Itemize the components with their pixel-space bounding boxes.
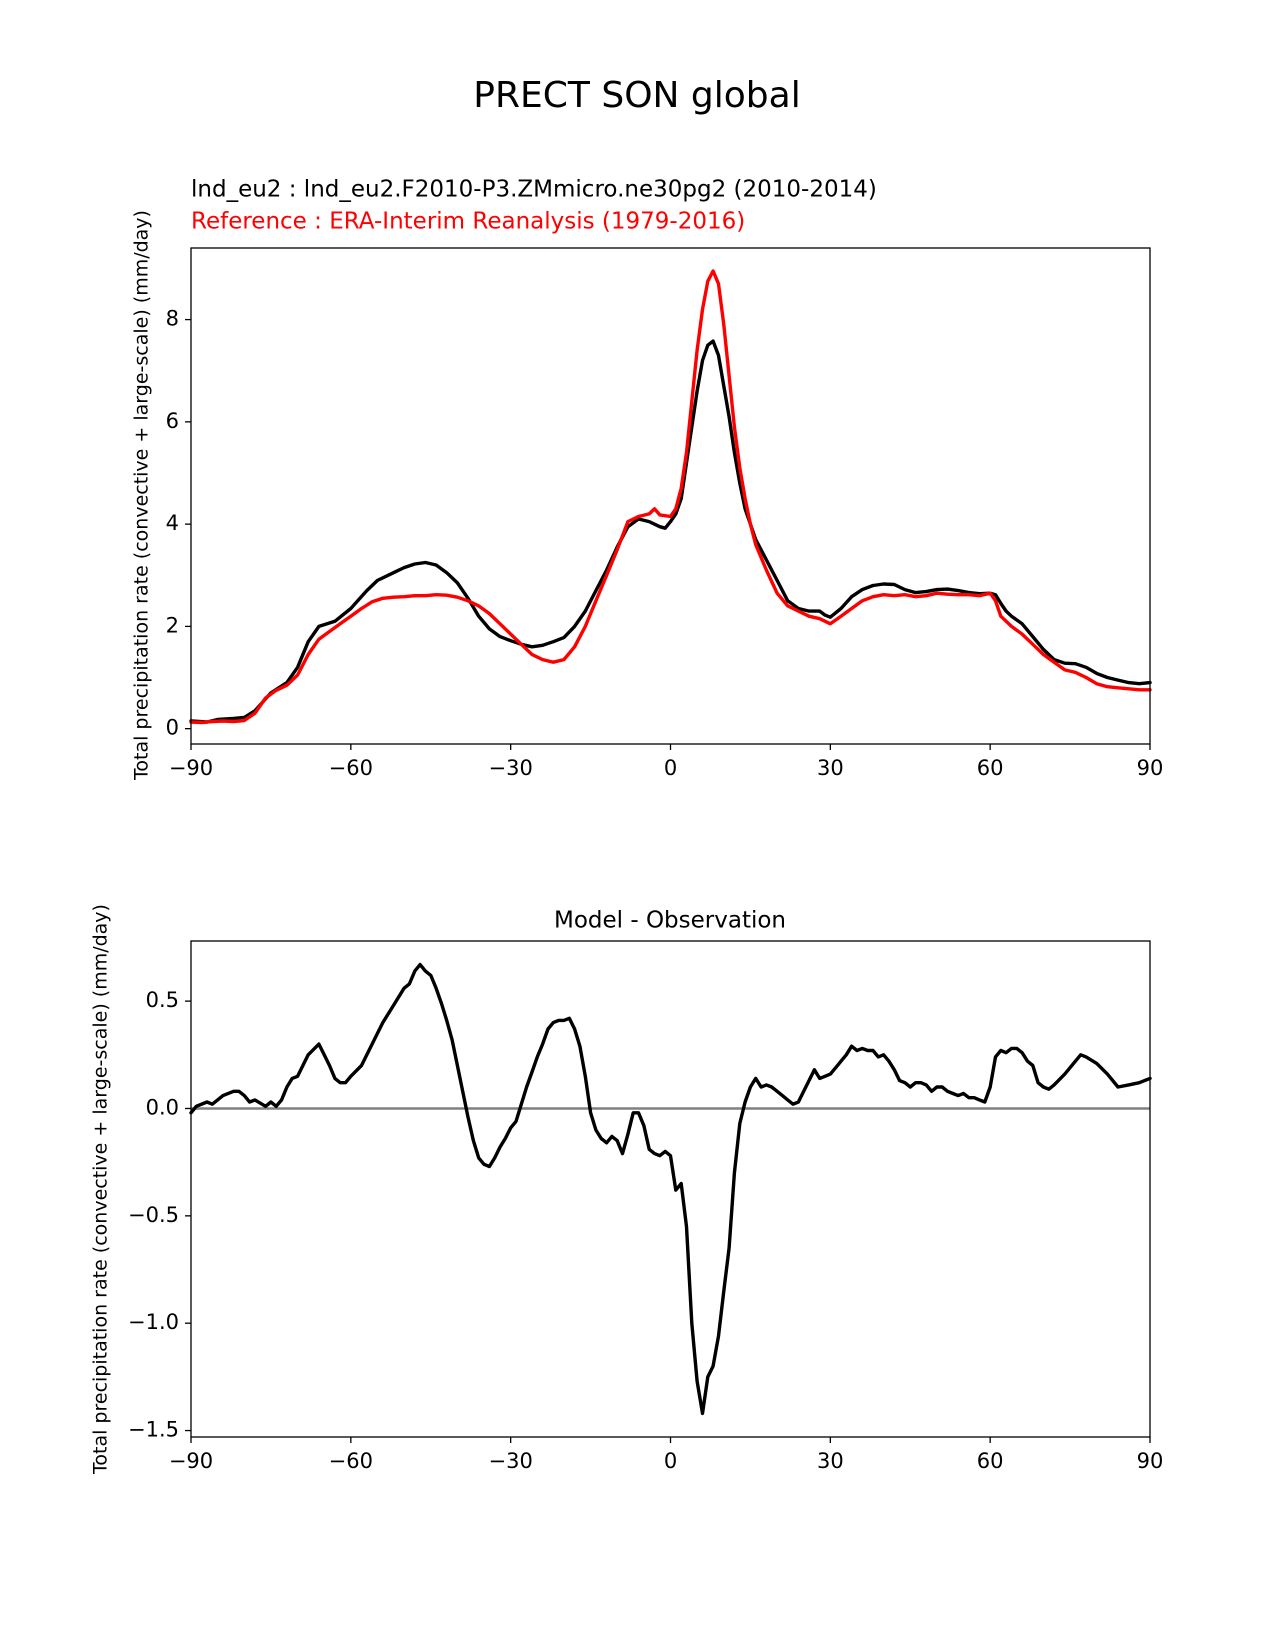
figure-title: PRECT SON global (473, 75, 800, 116)
top-x-tick-label: 0 (664, 756, 677, 780)
bottom-panel: Model - Observation Total precipitation … (90, 904, 1164, 1475)
top-title-reference: Reference : ERA-Interim Reanalysis (1979… (191, 209, 745, 235)
top-panel: lnd_eu2 : lnd_eu2.F2010-P3.ZMmicro.ne30p… (131, 177, 1164, 781)
top-x-tick-label: −90 (169, 756, 213, 780)
bottom-title: Model - Observation (554, 908, 786, 934)
top-y-tick-label: 8 (166, 307, 179, 331)
bottom-y-axis-label: Total precipitation rate (convective + l… (90, 904, 112, 1475)
top-title-test: lnd_eu2 : lnd_eu2.F2010-P3.ZMmicro.ne30p… (191, 177, 877, 203)
top-x-tick-label: −60 (329, 756, 373, 780)
top-y-tick-label: 6 (166, 409, 179, 433)
top-series-group (189, 269, 1152, 725)
bottom-ticks-group: −90 −60 −30 0 30 60 90 0.5 0.0 −0.5 −1.0 −1.5 (128, 988, 1163, 1473)
top-y-tick-label: 2 (166, 613, 179, 637)
top-x-tick-label: −30 (489, 756, 533, 780)
bottom-plot-frame (190, 940, 1151, 1438)
top-x-tick-label: 30 (817, 756, 844, 780)
bottom-y-tick-label: −1.0 (128, 1310, 179, 1334)
bottom-y-tick-label: −0.5 (128, 1203, 179, 1227)
top-series-line-0 (189, 339, 1152, 724)
bottom-series-group (189, 962, 1152, 1416)
bottom-y-tick-label: 0.0 (146, 1095, 179, 1119)
top-x-tick-label: 90 (1137, 756, 1164, 780)
top-y-tick-label: 4 (166, 511, 179, 535)
bottom-y-tick-label: −1.5 (128, 1418, 179, 1442)
bottom-x-tick-label: −60 (329, 1449, 373, 1473)
bottom-x-tick-label: −90 (169, 1449, 213, 1473)
top-ticks-group: −90 −60 −30 0 30 60 90 0 2 4 6 8 (166, 307, 1164, 780)
bottom-x-tick-label: 30 (817, 1449, 844, 1473)
bottom-x-tick-label: 60 (977, 1449, 1004, 1473)
top-x-tick-label: 60 (977, 756, 1004, 780)
top-series-line-1 (189, 269, 1152, 725)
top-y-tick-label: 0 (166, 716, 179, 740)
top-y-axis-label: Total precipitation rate (convective + l… (131, 210, 153, 781)
bottom-x-tick-label: −30 (489, 1449, 533, 1473)
bottom-x-tick-label: 90 (1137, 1449, 1164, 1473)
bottom-x-tick-label: 0 (664, 1449, 677, 1473)
top-plot-frame (190, 247, 1151, 745)
bottom-y-tick-label: 0.5 (146, 988, 179, 1012)
bottom-series-line-0 (189, 962, 1152, 1416)
